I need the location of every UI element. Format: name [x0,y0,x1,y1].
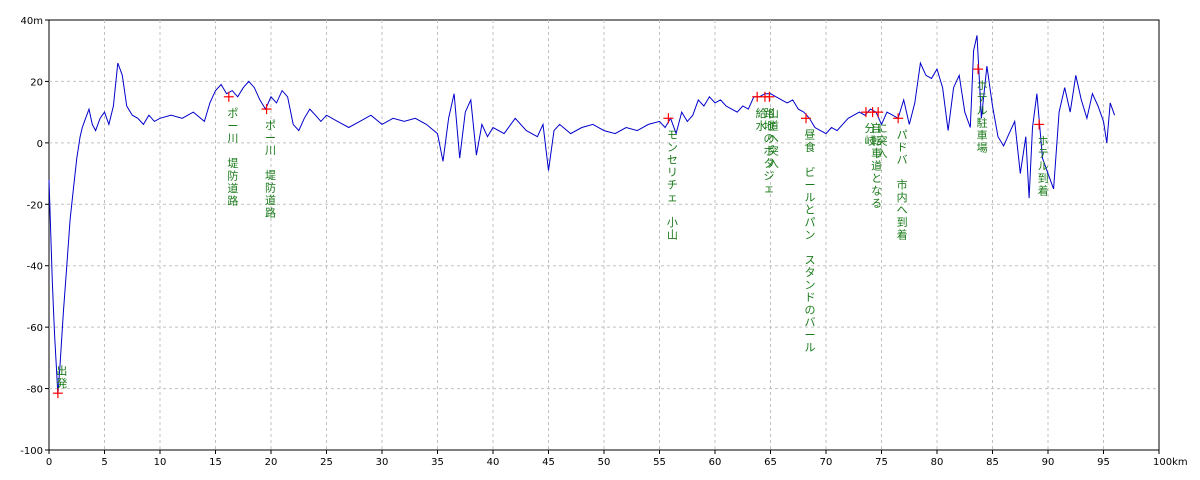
waypoint-label: モンセリチェ 小山 [667,128,678,241]
waypoint-marker [223,91,234,102]
x-tick-label: 65 [764,457,777,468]
waypoint-marker [801,113,812,124]
x-tick-label: 90 [1042,457,1055,468]
x-tick-label: 55 [653,457,666,468]
x-tick-label: 95 [1097,457,1110,468]
waypoint-label: 自転車道となる [871,122,882,210]
waypoint-marker [973,64,984,75]
x-tick-label: 45 [542,457,555,468]
elevation-line [48,35,1116,395]
x-tick-label: 20 [265,457,278,468]
waypoint-label: 山道へ突入 [768,107,779,170]
x-tick-label: 40 [487,457,500,468]
waypoint-marker [663,113,674,124]
x-tick-label: 60 [709,457,722,468]
x-tick-label: 5 [101,457,107,468]
y-tick-label: -20 [27,200,43,211]
annotations-layer: 出発 ポー川 堤防道路 ポー川 堤防道路 モンセリチェ 小山 給水路地のポタジェ山道へ突… [56,79,1048,390]
plot-background [48,19,1160,451]
x-tick-label: 85 [986,457,999,468]
x-tick-label: 80 [931,457,944,468]
waypoint-label: ホテル到着 [1038,134,1049,197]
x-tick-label: 35 [431,457,444,468]
waypoint-marker [261,104,272,115]
x-tick-label: 25 [320,457,333,468]
waypoint-label: 分岐 [864,122,875,148]
waypoint-label: に突入 [877,122,888,160]
y-tick-label: 40m [21,16,43,27]
gridlines [49,20,1159,450]
waypoint-marker [52,388,63,399]
waypoint-marker [764,91,775,102]
y-tick-label: -40 [27,262,43,273]
y-tick-label: -80 [27,385,43,396]
y-tick-label: 20 [30,77,43,88]
waypoint-marker [873,107,884,118]
waypoint-marker [893,113,904,124]
series-layer [48,35,1116,395]
x-tick-label: 0 [46,457,52,468]
x-tick-label: 75 [875,457,888,468]
x-tick-label: 50 [598,457,611,468]
x-tick-label: 100km [1153,457,1188,468]
waypoint-label: ポー川 堤防道路 [227,107,238,208]
y-tick-label: -100 [20,446,43,457]
waypoint-label: ホテル駐車場 [977,79,988,155]
waypoint-label: 路地のポタジェ [763,107,774,195]
waypoint-marker [1034,119,1045,130]
axes: 0 5 10 15 20 25 30 35 40 45 50 55 60 65 70 75 80 85 90 95 10… [20,16,1187,468]
waypoint-label: 昼食 ビールとパン スタンドのバール [805,128,816,353]
waypoint-label: ポー川 堤防道路 [265,119,276,220]
markers-layer [52,64,1045,399]
x-tick-label: 10 [154,457,167,468]
waypoint-label: パドバ 市内へ到着 [897,128,908,241]
waypoint-label: 給水 [756,106,767,133]
waypoint-label: 出発 [56,364,67,391]
y-tick-label: 0 [37,139,43,150]
x-tick-label: 30 [376,457,389,468]
x-tick-label: 70 [820,457,833,468]
y-tick-label: -60 [27,323,43,334]
x-tick-label: 15 [209,457,222,468]
